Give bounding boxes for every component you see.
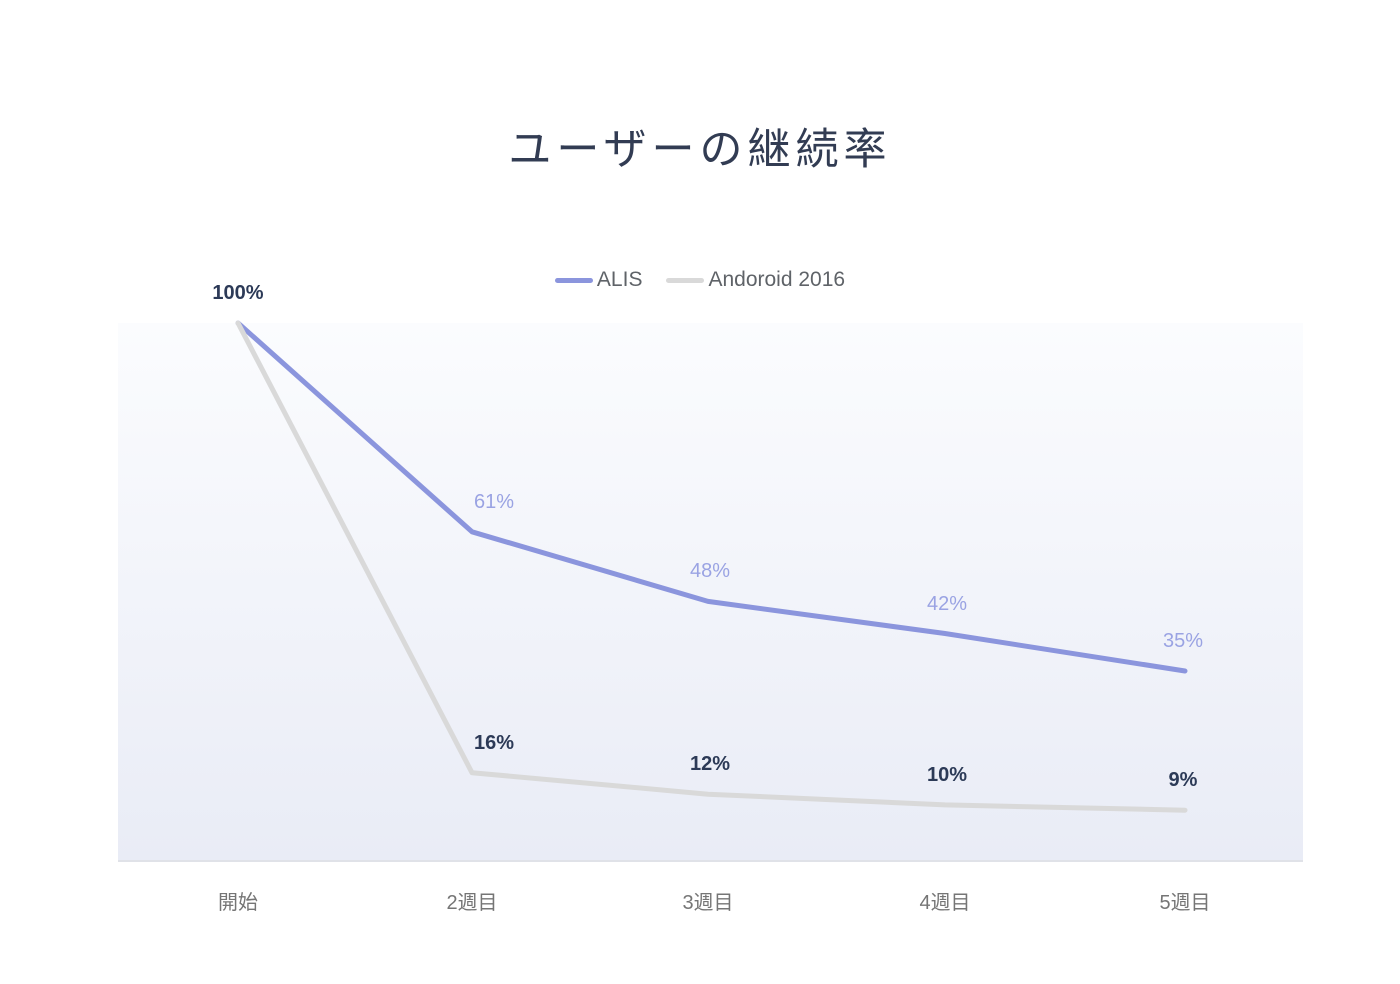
x-axis-label: 3週目 [682,892,734,914]
x-axis-label: 2週目 [446,892,498,914]
legend-label-alis: ALIS [596,268,643,291]
android-line-swatch-icon [666,277,705,283]
data-label-android: 10% [926,763,968,786]
data-label-alis: 35% [1162,630,1204,652]
x-axis: 開始 2週目 3週目 4週目 5週目 [118,862,1303,922]
legend-item-android-2016: Andoroid 2016 [666,268,845,292]
data-label-android: 16% [473,731,515,754]
x-axis-label: 開始 [218,892,258,914]
plot-area: 61% 48% 42% 35% 100% 16% 12% 10% 9% [118,283,1303,862]
data-label-android: 12% [689,753,731,776]
legend-label-android-2016: Andoroid 2016 [708,268,846,291]
data-label-alis: 48% [689,560,731,583]
alis-line [235,320,1188,674]
line-chart-svg [235,320,1188,813]
legend-item-alis: ALIS [554,268,643,292]
data-label-android: 100% [212,282,264,304]
x-axis-label: 5週目 [1159,892,1211,914]
data-label-alis: 61% [473,490,515,513]
legend: ALIS Andoroid 2016 [0,268,1400,292]
android-line [235,320,1188,813]
x-axis-label: 4週目 [919,892,971,914]
chart-title: ユーザーの継続率 [508,126,892,174]
data-label-android: 9% [1168,769,1198,792]
data-label-alis: 42% [926,592,968,615]
alis-line-swatch-icon [554,277,593,283]
